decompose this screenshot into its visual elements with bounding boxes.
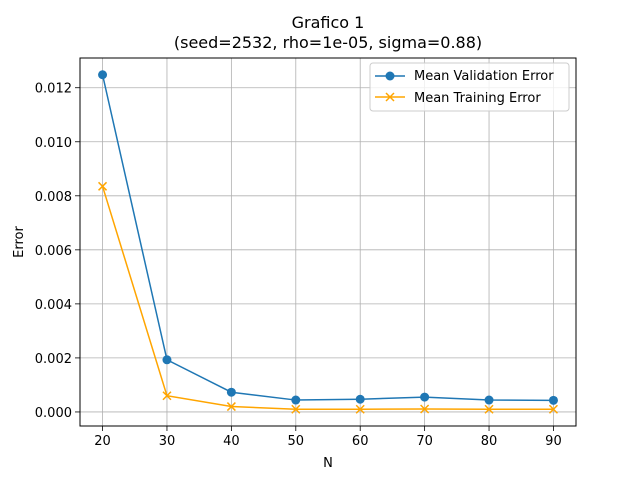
series-line-0: [101, 74, 554, 402]
y-tick-label: 0.012: [35, 82, 72, 97]
y-tick-label: 0.006: [35, 244, 72, 259]
data-point: [98, 70, 108, 80]
series-line-1: [101, 186, 554, 410]
data-point: [98, 181, 108, 191]
y-axis-label: Error: [12, 226, 27, 258]
x-tick-label: 80: [481, 434, 498, 449]
data-point: [291, 395, 301, 405]
x-tick-label: 90: [545, 434, 562, 449]
data-point: [226, 387, 236, 397]
x-tick-label: 70: [416, 434, 433, 449]
data-point: [162, 355, 172, 365]
legend: Mean Validation Error Mean Training Erro…: [369, 62, 570, 112]
chart-subtitle: (seed=2532, rho=1e-05, sigma=0.88): [174, 33, 482, 52]
y-tick-label: 0.000: [35, 406, 72, 421]
x-tick-label: 60: [352, 434, 369, 449]
grid: [80, 58, 576, 426]
x-tick-label: 50: [288, 434, 305, 449]
chart-title: Grafico 1: [292, 13, 365, 32]
legend-validation-label: Mean Validation Error: [414, 69, 554, 84]
data-point: [162, 391, 172, 401]
data-point: [548, 404, 558, 414]
x-tick-label: 40: [223, 434, 240, 449]
series-group: [98, 70, 558, 414]
x-axis-label: N: [323, 456, 333, 471]
y-tick-label: 0.010: [35, 136, 72, 151]
legend-training-marker: [385, 92, 395, 102]
legend-box: [369, 62, 570, 112]
y-tick-label: 0.002: [35, 352, 72, 367]
data-point: [226, 402, 236, 412]
plot-frame: [79, 57, 577, 427]
data-point: [291, 404, 301, 414]
data-point: [355, 404, 365, 414]
data-point: [420, 404, 430, 414]
legend-validation-marker: [385, 71, 395, 81]
data-point: [484, 395, 494, 405]
y-tick-label: 0.008: [35, 190, 72, 205]
legend-training-label: Mean Training Error: [414, 91, 541, 106]
data-point: [420, 392, 430, 402]
ticks-group: 20 30 40 50 60 70 80 90 0.000 0.002 0.004 0.006 0.00…: [35, 82, 562, 449]
data-point: [355, 394, 365, 404]
x-tick-label: 20: [94, 434, 111, 449]
data-point: [484, 404, 494, 414]
data-point: [548, 395, 558, 405]
x-tick-label: 30: [159, 434, 176, 449]
y-tick-label: 0.004: [35, 298, 72, 313]
